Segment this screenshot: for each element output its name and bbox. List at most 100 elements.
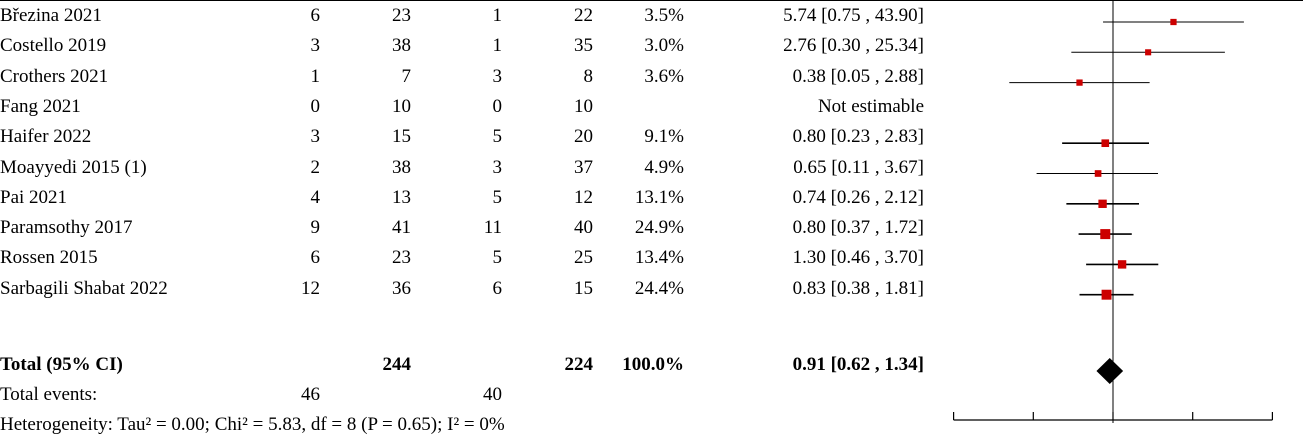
- weight: 9.1%: [644, 126, 684, 148]
- fmt-events: 6: [310, 5, 321, 26]
- study-row: Paramsothy 2017 9 41 11 40 24.9% 0.80 [0.37 , …: [0, 213, 940, 243]
- total-row: Total (95% CI) 244 224 100.0% 0.91 [0.62 , 1…: [0, 350, 940, 380]
- study-row: Crothers 2021 1 7 3 8 3.6% 0.38 [0.05 , 2.88]: [0, 62, 940, 92]
- study-name: Crothers 2021: [0, 65, 109, 87]
- total-weight: 100.0%: [622, 354, 684, 375]
- control-total: 35: [574, 35, 593, 57]
- effect-square: [1170, 18, 1177, 26]
- weight: 3.0%: [644, 35, 684, 57]
- weight: 3.6%: [644, 65, 684, 87]
- weight: 4.9%: [644, 156, 684, 178]
- heterogeneity-text: Heterogeneity: Tau² = 0.00; Chi² = 5.83,…: [0, 414, 505, 435]
- top-border: [0, 0, 1303, 1]
- control-events: 1: [492, 5, 503, 26]
- forest-plot: [952, 0, 1273, 423]
- weight: 13.1%: [634, 186, 684, 208]
- study-row: Fang 2021 0 10 0 10 Not estimable: [0, 92, 940, 122]
- fmt-total: 7: [401, 65, 412, 87]
- fmt-events: 0: [310, 95, 321, 117]
- risk-ratio-ci: 2.76 [0.30 , 25.34]: [783, 35, 924, 57]
- fmt-events: 3: [310, 35, 321, 57]
- total-fmt-n: 244: [382, 354, 412, 375]
- study-row: Haifer 2022 3 15 5 20 9.1% 0.80 [0.23 , 2.83]: [0, 122, 940, 152]
- risk-ratio-ci: 0.65 [0.11 , 3.67]: [793, 156, 924, 178]
- events-row: Total events: 46 40: [0, 380, 940, 410]
- control-total: 8: [583, 65, 594, 87]
- study-name: Moayyedi 2015 (1): [0, 156, 147, 178]
- control-events: 6: [492, 277, 503, 299]
- study-name: Pai 2021: [0, 186, 68, 208]
- events-control: 40: [483, 384, 502, 405]
- effect-square: [1094, 170, 1102, 177]
- control-total: 12: [574, 186, 593, 208]
- study-name: Fang 2021: [0, 95, 81, 117]
- events-fmt: 46: [301, 384, 320, 405]
- study-name: Haifer 2022: [0, 126, 92, 148]
- risk-ratio-ci: 0.38 [0.05 , 2.88]: [792, 65, 924, 87]
- risk-ratio-ci: 5.74 [0.75 , 43.90]: [783, 5, 924, 26]
- risk-ratio-ci: 0.83 [0.38 , 1.81]: [792, 277, 924, 299]
- study-name: Costello 2019: [0, 35, 107, 57]
- effect-square: [1076, 79, 1083, 86]
- fmt-events: 4: [310, 186, 321, 208]
- events-label: Total events:: [0, 384, 98, 405]
- study-name: Sarbagili Shabat 2022: [0, 277, 168, 299]
- fmt-total: 41: [392, 217, 411, 239]
- fmt-total: 10: [392, 95, 411, 117]
- effect-square: [1101, 139, 1110, 148]
- study-name: Rossen 2015: [0, 247, 98, 269]
- effect-square: [1117, 260, 1127, 269]
- fmt-total: 23: [392, 5, 411, 26]
- control-events: 1: [492, 35, 503, 57]
- study-row: Březina 2021 6 23 1 22 3.5% 5.74 [0.75 , 43.90…: [0, 1, 940, 31]
- fmt-events: 2: [310, 156, 321, 178]
- effect-square: [1145, 49, 1152, 56]
- risk-ratio-ci: 0.80 [0.37 , 1.72]: [792, 217, 924, 239]
- fmt-total: 38: [392, 156, 411, 178]
- total-control-n: 224: [564, 354, 594, 375]
- weight: 24.9%: [634, 217, 684, 239]
- fmt-events: 6: [310, 247, 321, 269]
- risk-ratio-ci: 0.74 [0.26 , 2.12]: [792, 186, 924, 208]
- control-total: 20: [574, 126, 593, 148]
- control-events: 5: [492, 247, 503, 269]
- study-row: Moayyedi 2015 (1) 2 38 3 37 4.9% 0.65 [0.11 , …: [0, 153, 940, 183]
- weight: 3.5%: [644, 5, 684, 26]
- fmt-total: 38: [392, 35, 411, 57]
- study-row: Costello 2019 3 38 1 35 3.0% 2.76 [0.30 , 25.3…: [0, 31, 940, 61]
- fmt-total: 13: [392, 186, 411, 208]
- fmt-events: 9: [310, 217, 321, 239]
- control-events: 5: [492, 126, 503, 148]
- control-total: 15: [574, 277, 593, 299]
- total-diamond: [1096, 358, 1124, 384]
- total-label: Total (95% CI): [0, 354, 123, 375]
- fmt-events: 3: [310, 126, 321, 148]
- control-total: 37: [574, 156, 593, 178]
- fmt-events: 12: [301, 277, 320, 299]
- control-events: 5: [492, 186, 503, 208]
- control-events: 0: [492, 95, 503, 117]
- study-row: Pai 2021 4 13 5 12 13.1% 0.74 [0.26 , 2.12]: [0, 183, 940, 213]
- risk-ratio-ci: 1.30 [0.46 , 3.70]: [792, 247, 924, 269]
- control-total: 40: [574, 217, 593, 239]
- control-total: 25: [574, 247, 593, 269]
- fmt-total: 23: [392, 247, 411, 269]
- weight: 24.4%: [634, 277, 684, 299]
- control-events: 11: [483, 217, 502, 239]
- control-events: 3: [492, 65, 503, 87]
- weight: 13.4%: [634, 247, 684, 269]
- risk-ratio-ci: 0.80 [0.23 , 2.83]: [792, 126, 924, 148]
- control-total: 22: [574, 5, 593, 26]
- control-events: 3: [492, 156, 503, 178]
- risk-ratio-ci: Not estimable: [817, 95, 924, 117]
- study-row: Sarbagili Shabat 2022 12 36 6 15 24.4% 0.83 [0…: [0, 274, 940, 304]
- total-ci: 0.91 [0.62 , 1.34]: [792, 354, 924, 375]
- fmt-total: 15: [392, 126, 411, 148]
- effect-square: [1100, 229, 1111, 240]
- study-name: Březina 2021: [0, 5, 102, 26]
- study-row: Rossen 2015 6 23 5 25 13.4% 1.30 [0.46 , 3.70]: [0, 243, 940, 273]
- effect-square: [1101, 289, 1112, 300]
- effect-square: [1098, 199, 1107, 208]
- fmt-events: 1: [310, 65, 321, 87]
- control-total: 10: [574, 95, 593, 117]
